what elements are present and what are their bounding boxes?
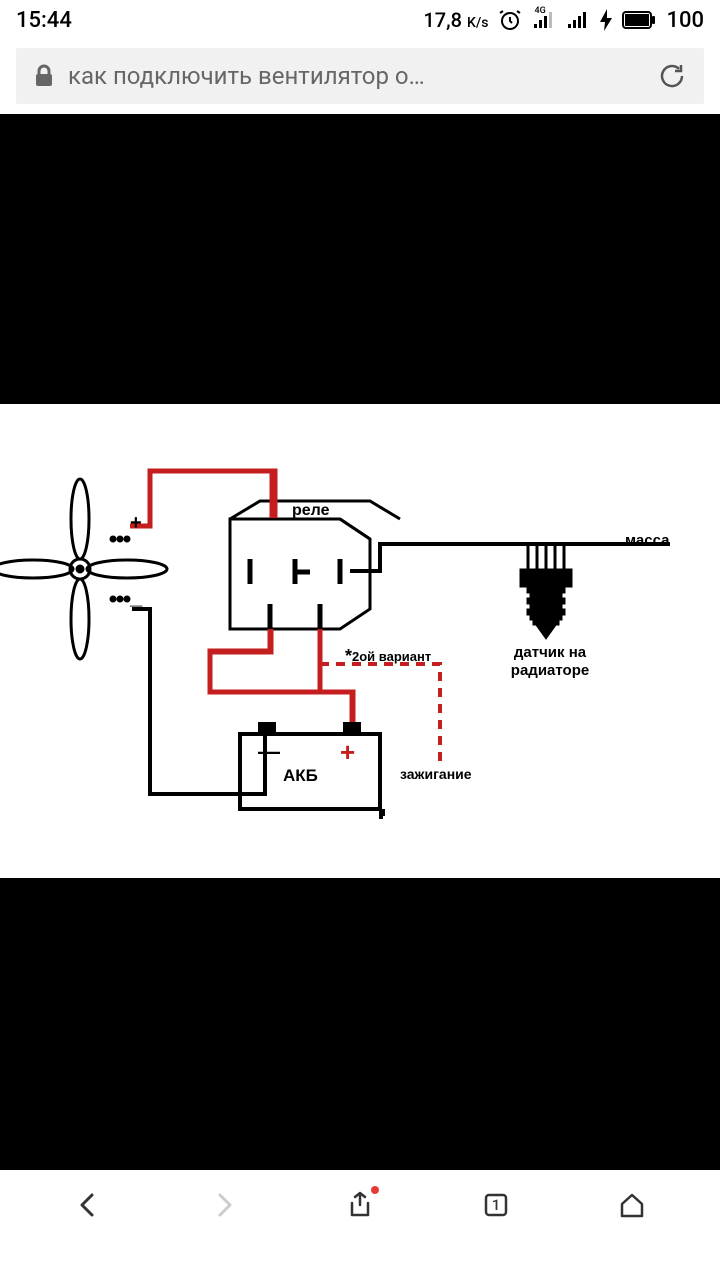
notification-dot-icon (371, 1186, 379, 1194)
battery-plus: + (340, 737, 355, 768)
charging-icon (600, 9, 612, 31)
fan-plus-label: + (130, 512, 142, 535)
browser-bottom-nav: 1 (0, 1170, 720, 1240)
status-time: 15:44 (16, 8, 72, 33)
page-content[interactable]: * + _ реле масса датчик на радиаторе 2ой… (0, 114, 720, 1170)
image-letterbox-top (0, 114, 720, 404)
sensor-label-1: датчик на (510, 644, 590, 661)
relay-symbol (230, 501, 400, 629)
home-icon (617, 1190, 647, 1220)
variant-label: 2ой вариант (352, 649, 431, 664)
svg-text:*: * (345, 646, 352, 666)
sensor-label-2: радиаторе (505, 662, 595, 679)
relay-label: реле (292, 502, 330, 520)
nav-tabs-button[interactable]: 1 (471, 1180, 521, 1230)
reload-icon[interactable] (658, 62, 686, 90)
battery-minus: — (258, 739, 280, 765)
alarm-icon (498, 8, 522, 32)
ignition-label: зажигание (400, 766, 472, 782)
tabs-count: 1 (492, 1196, 501, 1214)
fan-symbol (0, 479, 167, 659)
fan-minus-label: _ (130, 584, 142, 610)
chevron-right-icon (210, 1191, 238, 1219)
nav-home-button[interactable] (607, 1180, 657, 1230)
signal-4g-icon: 4G (532, 8, 556, 32)
status-bar: 15:44 17,8 K/s 4G 100 (0, 0, 720, 40)
sensor-symbol (520, 544, 572, 639)
url-bar-container: как подключить вентилятор о… (0, 40, 720, 114)
signal-icon (566, 8, 590, 32)
url-bar[interactable]: как подключить вентилятор о… (16, 48, 704, 104)
wiring-diagram: * + _ реле масса датчик на радиаторе 2ой… (0, 404, 720, 878)
mass-label: масса (625, 532, 669, 549)
image-letterbox-bottom (0, 878, 720, 1170)
status-speed: 17,8 K/s (423, 8, 488, 32)
nav-forward-button[interactable] (199, 1180, 249, 1230)
nav-share-button[interactable] (335, 1180, 385, 1230)
lock-icon (34, 64, 54, 88)
share-icon (345, 1190, 375, 1220)
battery-icon (622, 11, 656, 29)
chevron-left-icon (74, 1191, 102, 1219)
nav-back-button[interactable] (63, 1180, 113, 1230)
url-title: как подключить вентилятор о… (68, 62, 644, 90)
battery-label: АКБ (283, 766, 318, 786)
battery-percent: 100 (666, 8, 704, 33)
